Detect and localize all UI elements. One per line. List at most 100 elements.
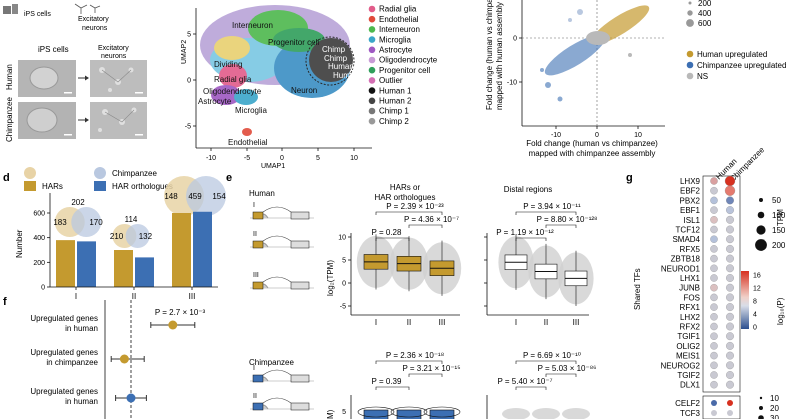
legend-swatch — [368, 87, 376, 94]
g-dot-chimp — [727, 400, 733, 406]
bar-hars — [114, 250, 133, 287]
violin-chimp — [423, 406, 461, 418]
schematic-loop — [262, 276, 292, 283]
e-xtick-label: II — [544, 318, 548, 327]
d-ylabel: Number — [15, 229, 24, 258]
f-estimate — [168, 320, 178, 330]
ips-column-label: iPS cells — [38, 45, 69, 54]
fc-xlabel-line: mapped with chimpanzee assembly — [529, 149, 656, 158]
box-iqr-chimp — [396, 409, 422, 419]
fc-ytick-label: -10 — [507, 80, 517, 87]
g-dot-chimp — [726, 196, 734, 205]
p-value: P = 1.19 × 10⁻¹² — [496, 228, 554, 237]
schematic-gene — [290, 281, 310, 290]
e-ytick-label: -5 — [340, 304, 346, 311]
bar-legend-hars — [24, 181, 36, 191]
g-gene-label: RFX2 — [680, 323, 701, 332]
umap-yticks: 5 0 -5 — [185, 32, 196, 131]
g-gene-label: JUNB — [679, 284, 700, 293]
legend-label: Astrocyte — [379, 46, 413, 55]
e-col-title-distal: Distal regions — [504, 185, 552, 194]
bar-hars — [56, 240, 75, 287]
g-gene-label: TCF12 — [676, 226, 701, 235]
d-xtick-label: I — [75, 292, 77, 301]
d-xtick-label: III — [189, 292, 196, 301]
g-dot-human — [710, 245, 718, 253]
g-tpm-label-bottom: 20 — [770, 404, 779, 413]
p-value: P = 0.28 — [372, 228, 402, 237]
g-group-label: Shared TFs — [633, 268, 642, 310]
violin-chimp — [357, 406, 395, 418]
schematic-gene — [290, 211, 310, 220]
f-row-label: in human — [65, 324, 98, 333]
g-dot-chimp — [724, 175, 736, 187]
g-gene-label: MEIS1 — [676, 352, 701, 361]
legend-swatch — [368, 66, 376, 74]
g-dot-human — [710, 177, 718, 185]
g-tpm-dot — [759, 198, 763, 202]
g-dot-chimp — [726, 371, 734, 379]
g-gene-label: LHX2 — [680, 313, 701, 322]
arrow-icon — [78, 117, 89, 123]
umap-xtick-label: 0 — [280, 155, 284, 162]
d-ytick-label: 200 — [33, 260, 45, 267]
venn-right: 170 — [89, 218, 103, 227]
g-tpm-dot — [755, 239, 767, 251]
legend-label: Radial glia — [379, 5, 417, 14]
umap-xtick-label: -5 — [244, 155, 250, 162]
g-dot-human — [710, 225, 718, 234]
arrow-icon — [78, 75, 89, 81]
fc-ytick-label: 0 — [513, 36, 517, 43]
legend-label: Chimp 2 — [379, 117, 409, 126]
legend-label: Endothelial — [379, 15, 419, 24]
umap-ylabel: UMAP2 — [181, 40, 188, 64]
p-value: P = 6.69 × 10⁻¹⁰ — [523, 351, 581, 360]
g-color-tick: 8 — [753, 299, 757, 306]
g-dot-human — [710, 342, 718, 350]
schematic-class-label: II — [253, 393, 257, 400]
g-dot-chimp — [726, 283, 734, 292]
row-label-human: Human — [5, 64, 14, 90]
fc-legend: Human upregulated Chimpanzee upregulated N… — [686, 50, 786, 81]
legend-orth: HAR orthologues — [112, 182, 173, 191]
size-legend-dot — [687, 10, 693, 16]
venn-chimp-circle — [125, 224, 150, 248]
p-bracket — [515, 211, 577, 215]
g-grid-box-bottom — [702, 395, 741, 419]
g-color-tick: 4 — [753, 312, 757, 319]
g-dot-human — [710, 283, 718, 292]
g-gene-label: RFX5 — [680, 245, 701, 254]
fc-xlabel: Fold change (human vs chimpanzee)mapped … — [526, 139, 658, 158]
e-xtick-label: III — [439, 318, 446, 327]
venn-right: 154 — [212, 192, 226, 201]
g-dot-human — [710, 235, 718, 243]
p-bracket — [545, 373, 577, 377]
umap-cluster-labels: Interneuron Progenitor cell Dividing Radial… — [198, 21, 359, 147]
g-gene-label: OLIG2 — [676, 342, 700, 351]
g-dot-human — [710, 216, 718, 224]
schematic-loop — [262, 397, 292, 404]
exc-column-label-2: neurons — [101, 53, 127, 60]
d-ytick-label: 400 — [33, 235, 45, 242]
schematic-enhancer — [252, 211, 264, 220]
schematic-enhancer — [252, 281, 264, 290]
g-dot-human — [710, 274, 718, 282]
legend-label: Progenitor cell — [379, 66, 430, 75]
e-xtick-label: I — [515, 318, 517, 327]
exc-header-1: Excitatory — [78, 16, 109, 23]
umap-cluster-label: Interneuron — [232, 21, 273, 30]
umap-cluster-label: Chimp — [324, 54, 348, 63]
e-ytick-label: 5 — [342, 258, 346, 265]
violin-chimp — [390, 406, 428, 418]
p-bracket — [375, 237, 410, 241]
venn-right: 132 — [139, 232, 153, 241]
p-bracket — [515, 237, 547, 241]
e-xtick-label: I — [375, 318, 377, 327]
venn-mid: 459 — [188, 192, 202, 201]
legend-label: Oligodendrocyte — [379, 56, 438, 65]
f-estimate — [126, 393, 136, 403]
g-gene-label: ZBTB18 — [671, 255, 701, 264]
g-dot-chimp — [726, 244, 734, 253]
